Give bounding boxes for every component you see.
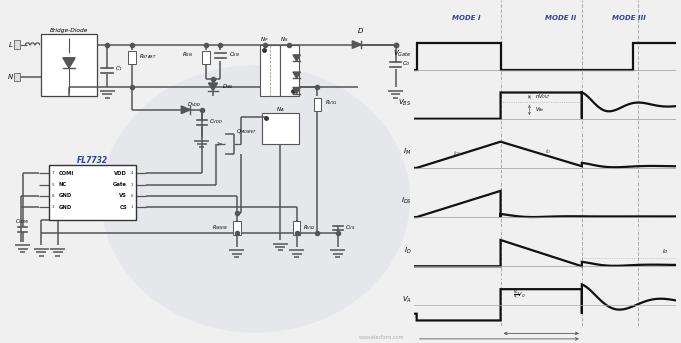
Text: NC: NC (59, 182, 67, 187)
Text: 7: 7 (52, 171, 54, 175)
Text: $\frac{N_S}{N_A}V_O$: $\frac{N_S}{N_A}V_O$ (513, 289, 525, 301)
Text: $D_{SN}$: $D_{SN}$ (223, 82, 234, 91)
Text: COMI: COMI (59, 171, 74, 176)
Text: $C_{COMI}$: $C_{COMI}$ (16, 217, 30, 226)
Polygon shape (63, 58, 75, 68)
Text: N: N (7, 74, 13, 80)
Text: $N_S$: $N_S$ (280, 35, 289, 44)
Polygon shape (293, 87, 300, 94)
Ellipse shape (101, 65, 410, 333)
Bar (262, 113, 299, 144)
Text: 1: 1 (131, 205, 133, 209)
Polygon shape (181, 106, 191, 114)
Text: $V_{Bn}$: $V_{Bn}$ (535, 105, 544, 114)
Text: $C_{SN}$: $C_{SN}$ (229, 50, 240, 59)
Text: L: L (8, 42, 12, 48)
Bar (313, 98, 321, 111)
Text: MODE II: MODE II (545, 15, 577, 21)
Text: $N_P$: $N_P$ (261, 35, 269, 44)
Text: $C_O$: $C_O$ (402, 59, 411, 68)
Text: FL7732: FL7732 (77, 156, 108, 165)
Text: GND: GND (59, 205, 72, 210)
Text: $nV_{OUT}$: $nV_{OUT}$ (535, 92, 550, 101)
Bar (280, 45, 299, 96)
Text: MODE III: MODE III (612, 15, 646, 21)
Text: Gate: Gate (113, 182, 127, 187)
Bar (50, 165, 136, 220)
Text: Bridge-Diode: Bridge-Diode (50, 28, 89, 33)
Polygon shape (208, 83, 217, 91)
Bar (202, 51, 210, 64)
Text: $V_A$: $V_A$ (402, 295, 411, 305)
Text: $C_{VDD}$: $C_{VDD}$ (209, 117, 223, 126)
Text: $I_M$: $I_M$ (403, 147, 411, 157)
Bar (128, 51, 136, 64)
Text: $D_{VDD}$: $D_{VDD}$ (187, 100, 202, 109)
Text: GND: GND (59, 193, 72, 198)
Text: 4: 4 (131, 171, 133, 175)
Bar (14, 73, 20, 81)
Text: $I_D$: $I_D$ (545, 147, 552, 156)
Text: CS: CS (119, 205, 127, 210)
Bar (293, 221, 300, 235)
Text: $I_D$: $I_D$ (404, 245, 411, 256)
Text: $I_{DS}$: $I_{DS}$ (400, 196, 411, 206)
Text: VS: VS (119, 193, 127, 198)
Text: VDD: VDD (114, 171, 127, 176)
Bar (233, 221, 240, 235)
Text: 3: 3 (52, 205, 54, 209)
Text: $R_{START}$: $R_{START}$ (139, 52, 157, 61)
Text: $R_{VS1}$: $R_{VS1}$ (325, 98, 337, 107)
Bar (42, 34, 97, 96)
Text: $I_{DS}$: $I_{DS}$ (454, 149, 462, 158)
Text: D: D (358, 28, 363, 34)
Text: www.elecfans.com: www.elecfans.com (358, 334, 404, 340)
Text: $R_{SN}$: $R_{SN}$ (182, 50, 193, 59)
Bar (14, 40, 20, 49)
Polygon shape (293, 72, 300, 78)
Text: $C_1$: $C_1$ (114, 64, 123, 73)
Text: $R_{VS2}$: $R_{VS2}$ (303, 223, 315, 232)
Bar (259, 45, 280, 96)
Text: 8: 8 (52, 194, 54, 198)
Polygon shape (352, 41, 362, 48)
Text: 2: 2 (131, 182, 133, 187)
Text: 5: 5 (52, 182, 54, 187)
Text: MODE I: MODE I (452, 15, 481, 21)
Text: $R_{SENSE}$: $R_{SENSE}$ (212, 223, 229, 232)
Text: 6: 6 (131, 194, 133, 198)
Text: $V_{BS}$: $V_{BS}$ (398, 98, 411, 108)
Polygon shape (293, 55, 300, 61)
Text: $N_A$: $N_A$ (276, 105, 285, 114)
Text: $I_O$: $I_O$ (662, 247, 668, 256)
Text: $V_{Gate}$: $V_{Gate}$ (393, 49, 411, 59)
Text: $Q_{MOSFET}$: $Q_{MOSFET}$ (236, 128, 258, 137)
Text: $C_{VS}$: $C_{VS}$ (345, 223, 355, 232)
